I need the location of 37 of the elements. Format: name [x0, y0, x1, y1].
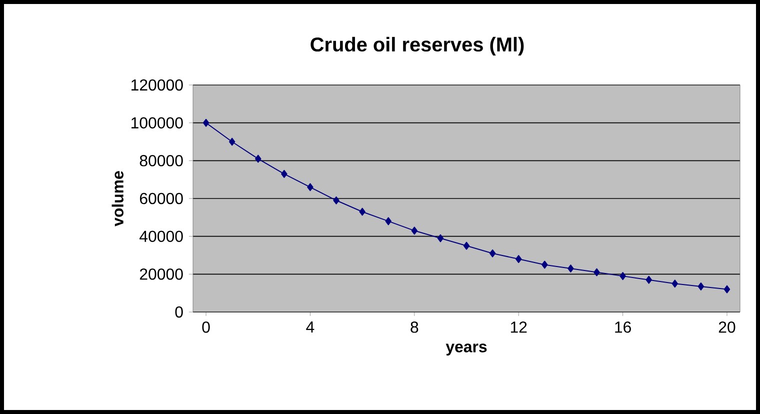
- x-tick-label: 0: [202, 322, 210, 333]
- y-tick-label: 100000: [132, 117, 183, 128]
- x-tick-label: 8: [410, 322, 418, 333]
- point: [489, 249, 496, 258]
- point: [228, 138, 236, 146]
- x-tick-label: 4: [306, 322, 314, 332]
- point: [202, 118, 210, 127]
- point: [568, 264, 574, 272]
- y-tick-label: 0: [175, 306, 183, 318]
- point: [542, 260, 548, 269]
- point: [255, 154, 262, 163]
- chart-title: Crude oil reserves (Ml): [310, 36, 524, 56]
- point: [646, 276, 652, 284]
- x-tick-label: 20: [718, 322, 736, 333]
- y-tick-label: 120000: [132, 79, 183, 91]
- x-tick-label: 16: [615, 322, 631, 333]
- point: [724, 285, 730, 294]
- point: [620, 272, 626, 280]
- point: [437, 234, 444, 242]
- point: [359, 208, 366, 216]
- point: [515, 255, 522, 264]
- y-axis-title: volume: [112, 171, 124, 226]
- x-axis-title: years: [446, 344, 487, 356]
- x-tick-label: 12: [510, 322, 527, 333]
- y-tick-label: 80000: [140, 155, 183, 166]
- point: [463, 242, 470, 250]
- point: [281, 170, 288, 178]
- point: [307, 183, 314, 192]
- point: [672, 280, 678, 288]
- y-tick-label: 40000: [140, 230, 183, 242]
- point: [333, 196, 340, 204]
- point: [385, 217, 392, 226]
- point: [698, 282, 704, 290]
- y-tick-label: 60000: [140, 192, 183, 204]
- point: [594, 268, 600, 276]
- y-tick-label: 20000: [140, 268, 183, 280]
- point: [411, 226, 418, 235]
